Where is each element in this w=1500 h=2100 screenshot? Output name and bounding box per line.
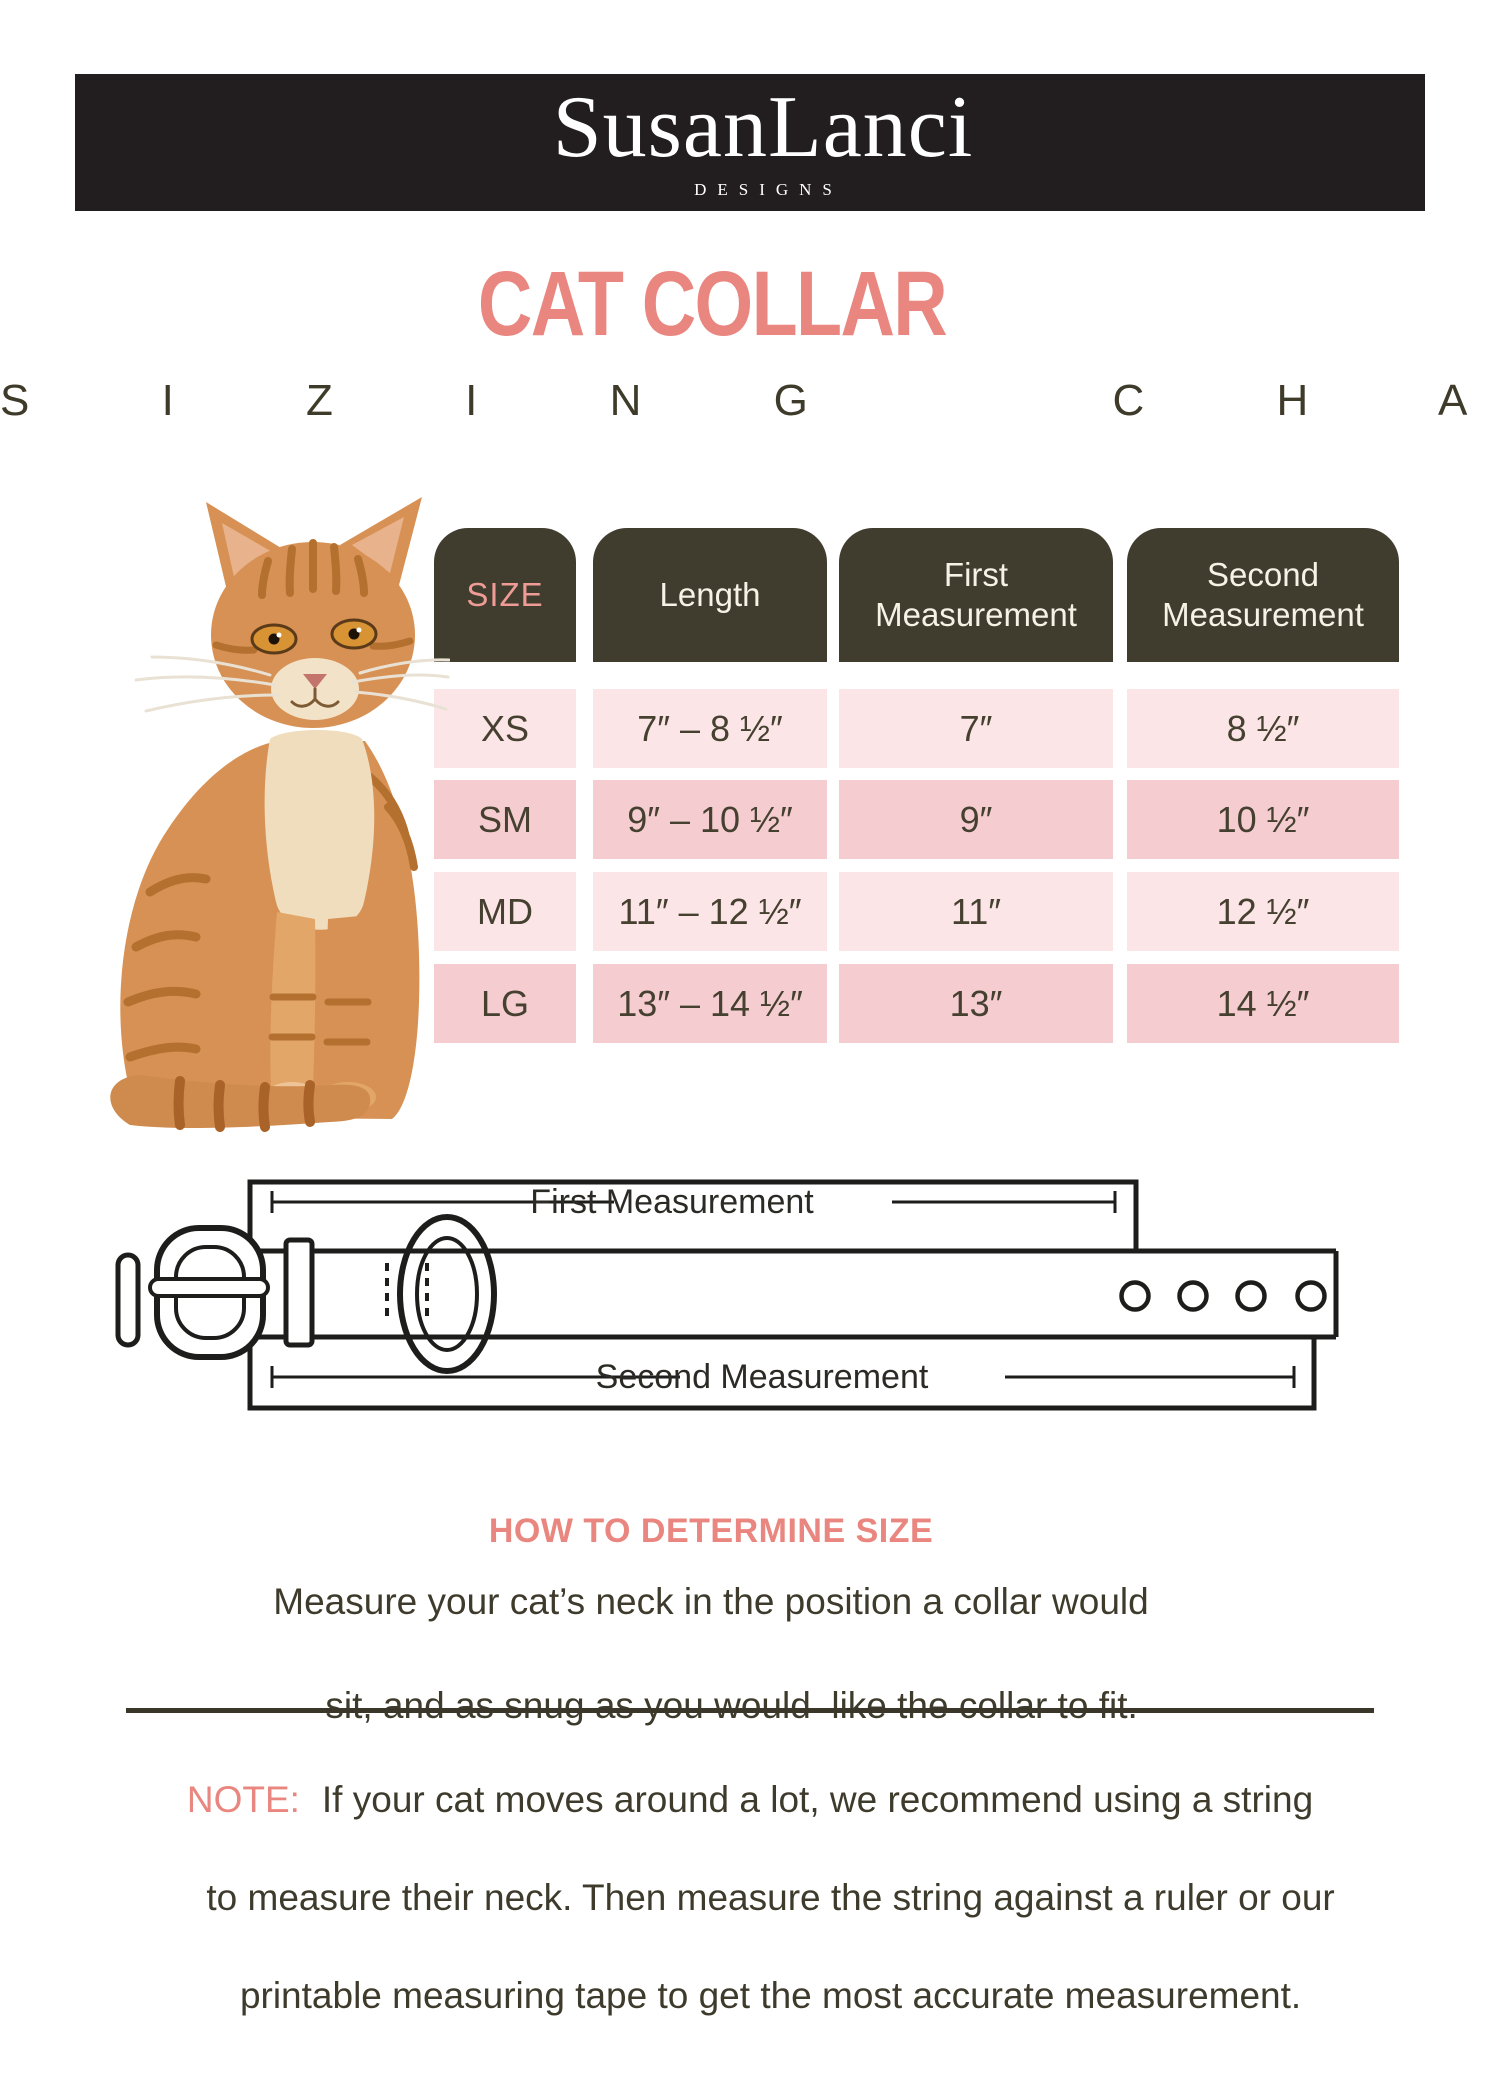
howto-title: HOW TO DETERMINE SIZE	[488, 1512, 934, 1550]
table-cell-first-md: 11″	[839, 872, 1113, 951]
stitch-lines	[385, 1263, 429, 1323]
table-cell-second-sm: 10 ½″	[1127, 780, 1399, 859]
size-table: SIZE Length First Measurement Second Mea…	[434, 528, 1400, 1043]
table-cell-size-md: MD	[434, 872, 576, 951]
table-cell-length-lg: 13″ – 14 ½″	[593, 964, 827, 1043]
table-cell-second-md: 12 ½″	[1127, 872, 1399, 951]
section-divider	[126, 1708, 1374, 1713]
first-measurement-label: First Measurement	[530, 1183, 814, 1221]
brand-subtitle: DESIGNS	[694, 180, 843, 199]
table-cell-size-lg: LG	[434, 964, 576, 1043]
note-block: NOTE: If your cat moves around a lot, we …	[8, 1775, 1492, 2020]
second-measurement-bracket	[247, 1337, 1317, 1411]
col-header-first-measurement: First Measurement	[839, 528, 1113, 662]
brand-bar: SusanLanci DESIGNS	[75, 74, 1425, 211]
table-cell-length-sm: 9″ – 10 ½″	[593, 780, 827, 859]
cat-photo	[110, 497, 450, 1132]
note-line1: If your cat moves around a lot, we recom…	[321, 1779, 1314, 1820]
table-cell-length-md: 11″ – 12 ½″	[593, 872, 827, 951]
col-header-size: SIZE	[434, 528, 576, 662]
note-label: NOTE:	[186, 1779, 300, 1820]
col-header-second-measurement: Second Measurement	[1127, 528, 1399, 662]
table-cell-second-lg: 14 ½″	[1127, 964, 1399, 1043]
table-cell-second-xs: 8 ½″	[1127, 689, 1399, 768]
second-measurement-label: Second Measurement	[595, 1358, 929, 1396]
table-cell-size-sm: SM	[434, 780, 576, 859]
brand-name: SusanLanci	[552, 79, 974, 176]
howto-text: Measure your cat’s neck in the position …	[0, 1576, 1422, 1732]
collar-holes	[1119, 1280, 1327, 1312]
col-header-length: Length	[593, 528, 827, 662]
table-cell-first-sm: 9″	[839, 780, 1113, 859]
table-cell-length-xs: 7″ – 8 ½″	[593, 689, 827, 768]
page-title: CAT COLLAR	[477, 253, 948, 355]
howto-line2: sit, and as snug as you would like the c…	[325, 1685, 1138, 1726]
howto-line1: Measure your cat’s neck in the position …	[273, 1581, 1149, 1622]
table-cell-first-lg: 13″	[839, 964, 1113, 1043]
note-line2: to measure their neck. Then measure the …	[206, 1877, 1335, 1918]
brand-logo: SusanLanci DESIGNS	[88, 74, 1438, 211]
first-measurement-bracket	[247, 1179, 1139, 1251]
collar-diagram	[115, 1179, 1339, 1411]
page-subtitle: S I Z I N G C H A R T	[0, 376, 1500, 425]
collar-dring	[397, 1214, 497, 1374]
collar-buckle	[115, 1225, 315, 1360]
note-line3: printable measuring tape to get the most…	[239, 1975, 1302, 2016]
table-cell-size-xs: XS	[434, 689, 576, 768]
table-cell-first-xs: 7″	[839, 689, 1113, 768]
